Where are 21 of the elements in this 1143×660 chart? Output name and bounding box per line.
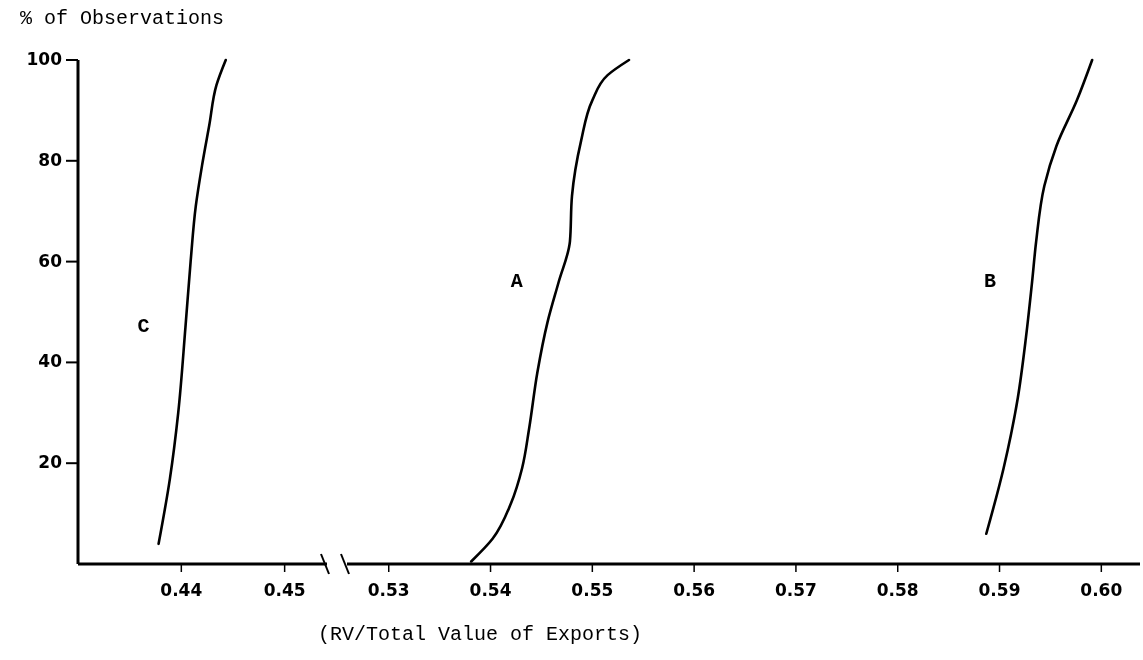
- line-series: [157, 58, 228, 546]
- x-tick-label: 0.56: [673, 580, 716, 600]
- x-tick-label: 0.53: [367, 580, 410, 600]
- x-tick-label: 0.55: [571, 580, 614, 600]
- series-label: A: [510, 270, 523, 294]
- y-axis-title: % of Observations: [20, 7, 225, 30]
- y-tick-label: 80: [38, 149, 63, 170]
- x-tick-label: 0.59: [978, 580, 1021, 600]
- x-tick-label: 0.58: [876, 580, 919, 600]
- series-label: C: [137, 315, 150, 339]
- x-tick-label: 0.45: [263, 580, 306, 600]
- y-tick-label: 100: [26, 49, 63, 69]
- x-tick-label: 0.54: [469, 580, 512, 600]
- x-tick-label: 0.57: [774, 580, 817, 600]
- x-tick-label: 0.60: [1080, 580, 1123, 600]
- y-tick-label: 60: [38, 250, 63, 271]
- y-tick-label: 20: [38, 452, 63, 473]
- x-axis-title: (RV/Total Value of Exports): [317, 623, 643, 646]
- x-tick-label: 0.44: [160, 580, 203, 600]
- series-label: B: [984, 270, 997, 294]
- y-tick-label: 40: [38, 351, 63, 372]
